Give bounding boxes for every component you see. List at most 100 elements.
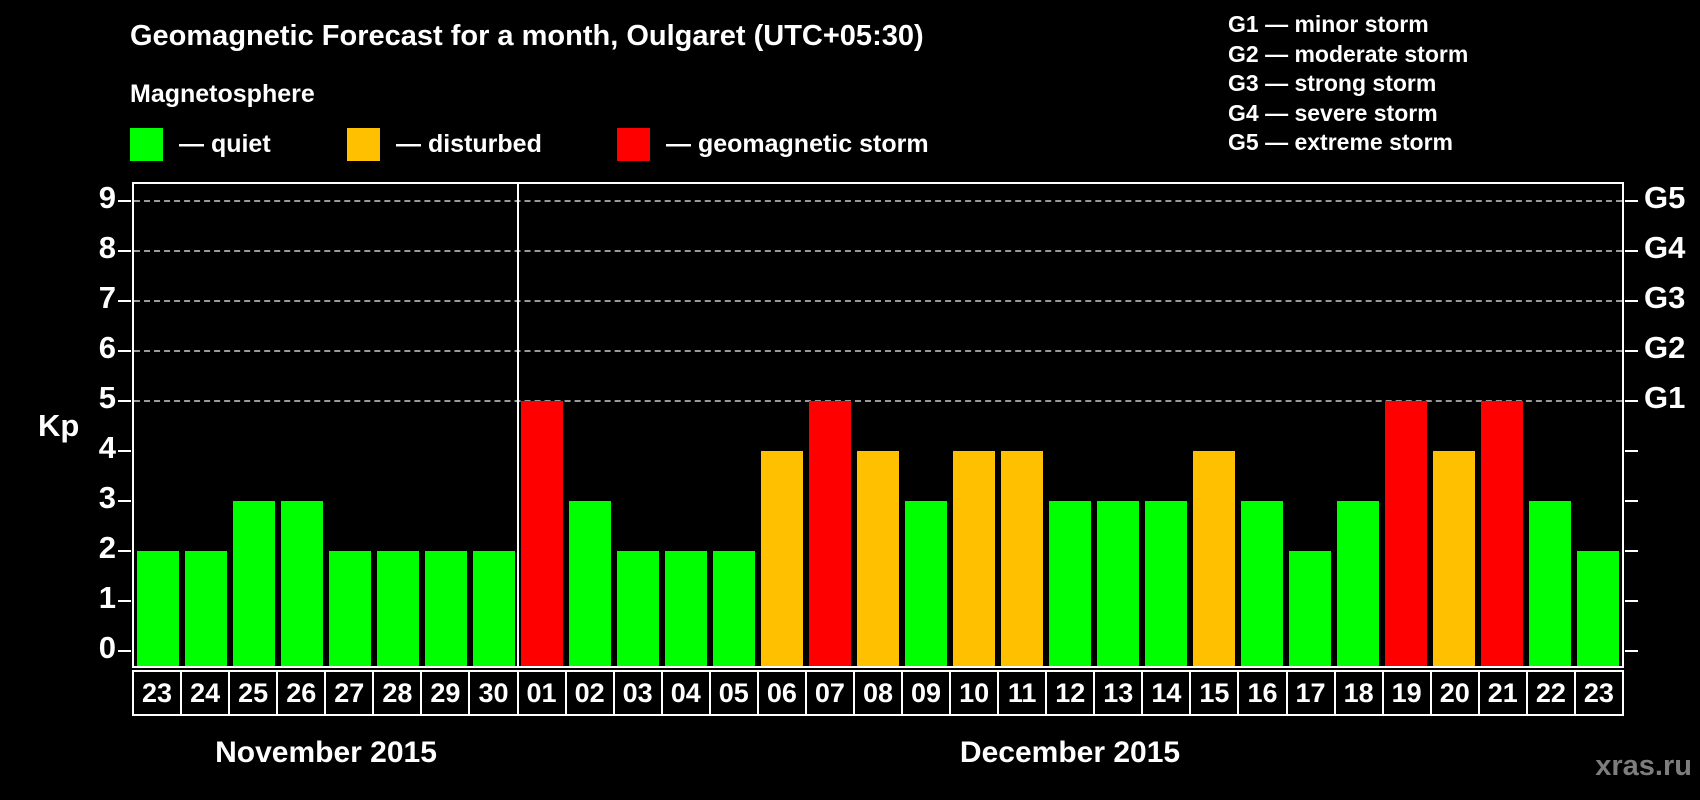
date-cell-25: 25 xyxy=(228,670,279,716)
right-tick-kp7 xyxy=(1625,300,1638,302)
kp-bar-30 xyxy=(473,551,515,666)
date-cell-18: 18 xyxy=(1333,670,1384,716)
date-cell-21: 21 xyxy=(1477,670,1528,716)
kp-bar-11 xyxy=(1001,451,1043,666)
g-scale-label-g5: G5 xyxy=(1644,180,1686,215)
kp-bar-14 xyxy=(1145,501,1187,666)
date-axis: 23 24 25 26 27 28 29 30 01 02 03 04 05 06 07 08 09 10 11 12… xyxy=(132,670,1624,716)
kp-bar-29 xyxy=(425,551,467,666)
kp-bar-25 xyxy=(233,501,275,666)
kp-bar-28 xyxy=(377,551,419,666)
date-cell-11: 11 xyxy=(997,670,1048,716)
date-cell-01: 01 xyxy=(516,670,567,716)
date-cell-27: 27 xyxy=(324,670,375,716)
legend-item-quiet: — quiet xyxy=(130,128,271,161)
right-tick-kp2 xyxy=(1625,550,1638,552)
date-cell-08: 08 xyxy=(852,670,903,716)
left-tick-kp9 xyxy=(118,200,131,202)
kp-bar-18 xyxy=(1337,501,1379,666)
left-tick-kp6 xyxy=(118,350,131,352)
gridline-kp8 xyxy=(134,250,1622,252)
g-scale-label-g2: G2 xyxy=(1644,330,1686,365)
kp-tick-label-8: 8 xyxy=(98,230,116,265)
kp-bar-03 xyxy=(617,551,659,666)
date-cell-03: 03 xyxy=(612,670,663,716)
kp-bar-26 xyxy=(281,501,323,666)
right-tick-kp6 xyxy=(1625,350,1638,352)
legend-item-storm: — geomagnetic storm xyxy=(617,128,929,161)
kp-bar-24 xyxy=(185,551,227,666)
kp-tick-label-0: 0 xyxy=(98,630,116,665)
kp-axis-label: Kp xyxy=(38,408,80,443)
kp-bar-21 xyxy=(1481,401,1523,666)
date-cell-02: 02 xyxy=(564,670,615,716)
kp-bar-13 xyxy=(1097,501,1139,666)
g-legend-line-g5: G5 — extreme storm xyxy=(1228,129,1453,155)
right-tick-kp1 xyxy=(1625,600,1638,602)
legend-label-disturbed: — disturbed xyxy=(396,130,542,158)
kp-bar-08 xyxy=(857,451,899,666)
date-cell-22: 22 xyxy=(1525,670,1576,716)
month-separator-line xyxy=(517,184,519,666)
left-tick-kp2 xyxy=(118,550,131,552)
left-tick-kp1 xyxy=(118,600,131,602)
g-legend-line-g4: G4 — severe storm xyxy=(1228,99,1438,126)
g-scale-legend: G1 — minor storm G2 — moderate storm G3 … xyxy=(1228,10,1468,158)
right-tick-kp9 xyxy=(1625,200,1638,202)
right-tick-kp4 xyxy=(1625,450,1638,452)
date-cell-24: 24 xyxy=(180,670,231,716)
left-tick-kp8 xyxy=(118,250,131,252)
kp-bar-07 xyxy=(809,401,851,666)
kp-bar-27 xyxy=(329,551,371,666)
legend-label-storm: — geomagnetic storm xyxy=(666,130,929,158)
g-legend-line-g3: G3 — strong storm xyxy=(1228,70,1437,96)
right-tick-kp0 xyxy=(1625,650,1638,652)
month-label-0: November 2015 xyxy=(215,736,437,769)
left-tick-kp3 xyxy=(118,500,131,502)
magnetosphere-label: Magnetosphere xyxy=(130,80,315,108)
right-tick-kp3 xyxy=(1625,500,1638,502)
kp-tick-label-7: 7 xyxy=(98,280,116,315)
date-cell-28: 28 xyxy=(372,670,423,716)
watermark: xras.ru xyxy=(1595,750,1692,782)
date-cell-10: 10 xyxy=(949,670,1000,716)
date-cell-07: 07 xyxy=(804,670,855,716)
kp-bar-23 xyxy=(137,551,179,666)
legend-label-quiet: — quiet xyxy=(179,130,271,158)
kp-bar-02 xyxy=(569,501,611,666)
g-legend-line-g2: G2 — moderate storm xyxy=(1228,40,1469,67)
date-cell-16: 16 xyxy=(1237,670,1288,716)
month-label-1: December 2015 xyxy=(959,736,1181,769)
date-cell-20: 20 xyxy=(1429,670,1480,716)
date-cell-14: 14 xyxy=(1141,670,1192,716)
date-cell-26: 26 xyxy=(276,670,327,716)
date-cell-06: 06 xyxy=(756,670,807,716)
date-cell-23: 23 xyxy=(1573,670,1624,716)
kp-tick-label-1: 1 xyxy=(98,580,116,615)
date-cell-12: 12 xyxy=(1045,670,1096,716)
kp-tick-label-4: 4 xyxy=(98,430,116,465)
kp-bar-12 xyxy=(1049,501,1091,666)
storm-swatch-icon xyxy=(617,128,650,161)
kp-tick-label-9: 9 xyxy=(98,180,116,215)
date-cell-30: 30 xyxy=(468,670,519,716)
g-scale-label-g1: G1 xyxy=(1644,380,1686,415)
kp-bar-23 xyxy=(1577,551,1619,666)
g-legend-line-g1: G1 — minor storm xyxy=(1228,11,1429,37)
date-cell-23: 23 xyxy=(132,670,183,716)
kp-bar-09 xyxy=(905,501,947,666)
disturbed-swatch-icon xyxy=(347,128,380,161)
right-tick-kp8 xyxy=(1625,250,1638,252)
date-cell-13: 13 xyxy=(1093,670,1144,716)
kp-bar-10 xyxy=(953,451,995,666)
kp-tick-label-2: 2 xyxy=(98,530,116,565)
date-cell-15: 15 xyxy=(1189,670,1240,716)
kp-bar-16 xyxy=(1241,501,1283,666)
quiet-swatch-icon xyxy=(130,128,163,161)
date-cell-05: 05 xyxy=(708,670,759,716)
date-cell-29: 29 xyxy=(420,670,471,716)
kp-bar-05 xyxy=(713,551,755,666)
legend-item-disturbed: — disturbed xyxy=(347,128,542,161)
g-scale-label-g4: G4 xyxy=(1644,230,1686,265)
